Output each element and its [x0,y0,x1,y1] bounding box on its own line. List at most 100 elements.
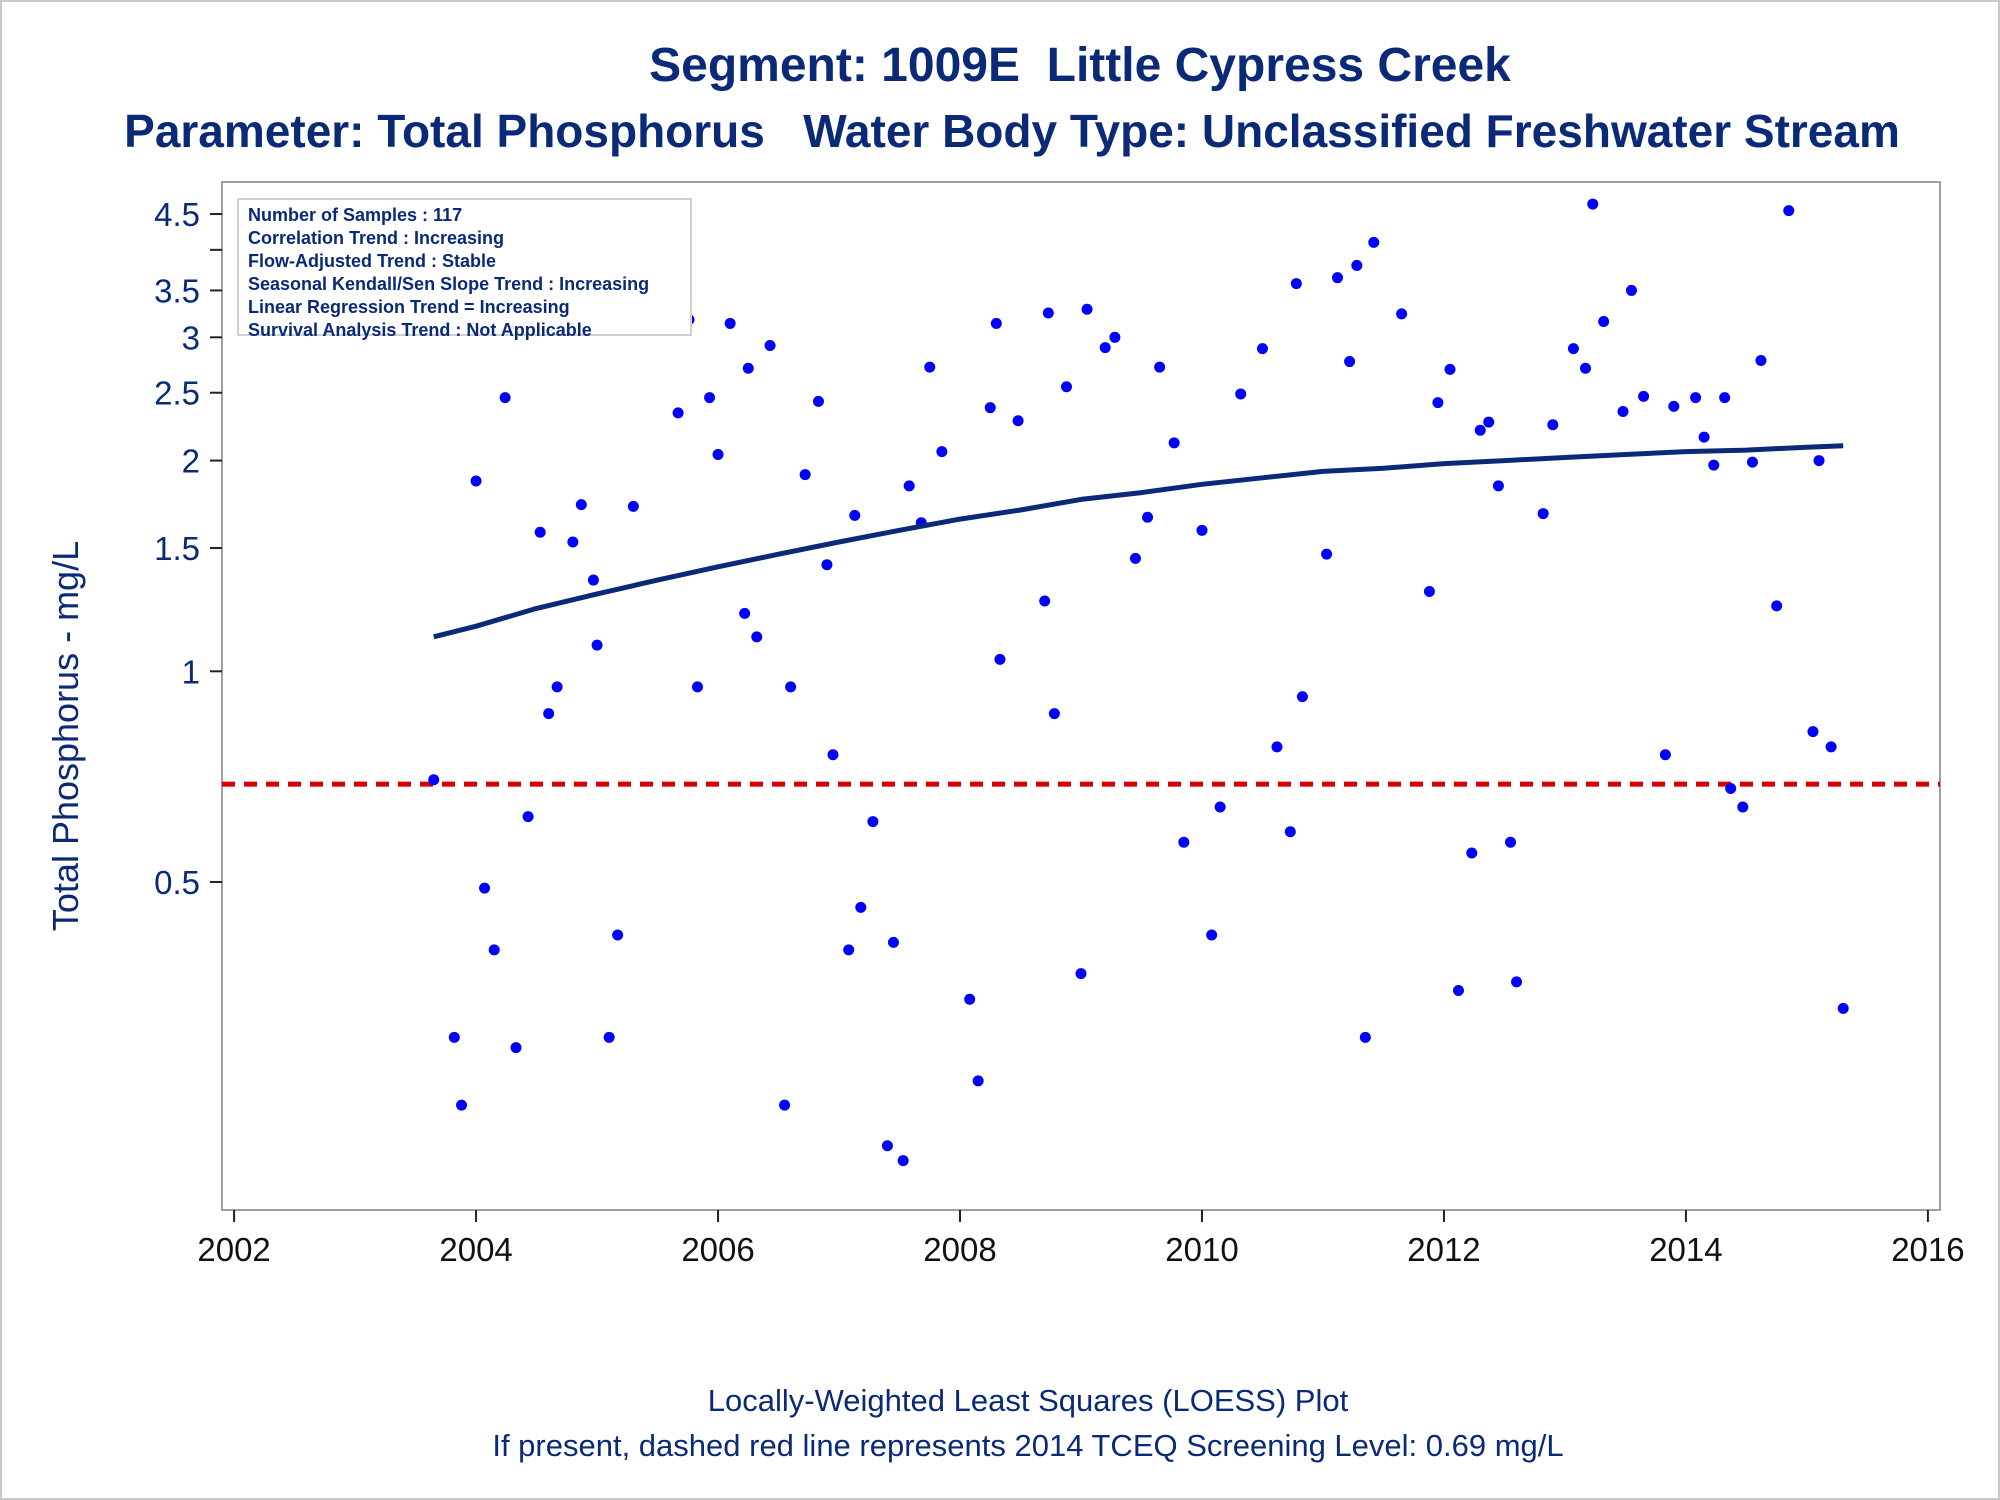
data-point [1783,205,1795,217]
data-point [499,392,511,404]
data-point [1039,595,1051,607]
data-point [843,944,855,956]
data-point [799,469,811,481]
data-point [827,749,839,761]
stats-line: Correlation Trend : Increasing [248,228,505,248]
data-point [575,499,587,511]
data-point [1625,284,1637,296]
data-point [1771,600,1783,612]
data-point [448,1031,460,1043]
x-tick-label: 2010 [1165,1231,1238,1268]
data-point [543,708,555,720]
y-tick-label: 1.5 [154,530,200,567]
x-tick-label: 2014 [1649,1231,1722,1268]
data-point [551,681,563,693]
x-tick-label: 2002 [197,1231,270,1268]
data-point [479,882,491,894]
data-point [972,1075,984,1087]
data-point [691,681,703,693]
data-point [1537,508,1549,520]
data-point [1296,691,1308,703]
data-point [1719,392,1731,404]
data-point [1825,741,1837,753]
stats-line: Linear Regression Trend = Increasing [248,297,570,317]
data-point [1321,548,1333,560]
data-point [1659,749,1671,761]
data-point [1344,356,1356,368]
stats-line: Seasonal Kendall/Sen Slope Trend : Incre… [248,274,650,294]
x-tick-label: 2006 [681,1231,754,1268]
data-point [764,340,776,352]
data-point [1206,929,1218,941]
chart-title: Segment: 1009E Little Cypress Creek [649,39,1511,92]
data-point [1012,415,1024,427]
data-point [1290,278,1302,290]
y-tick-label: 0.5 [154,864,200,901]
stats-line: Number of Samples : 117 [248,205,463,225]
data-point [936,446,948,458]
data-point [1331,272,1343,284]
data-point [470,475,482,487]
data-point [964,993,976,1005]
y-tick-label: 3.5 [154,272,200,309]
data-point [1396,308,1408,320]
data-point [567,536,579,548]
chart-subtitle: Parameter: Total Phosphorus Water Body T… [124,105,1900,157]
data-point [1474,424,1486,436]
data-point [785,681,797,693]
y-tick-label: 2 [182,443,200,480]
data-point [1567,343,1579,355]
data-point [1511,976,1523,988]
data-point [1368,236,1380,248]
data-point [867,816,879,828]
data-point [984,402,996,414]
data-point [1099,342,1111,354]
stats-line: Flow-Adjusted Trend : Stable [248,251,497,271]
data-point [1196,524,1208,536]
data-point [881,1140,893,1152]
data-point [591,639,603,651]
data-point [1638,390,1650,402]
data-point [1690,392,1702,404]
data-point [812,395,824,407]
data-point [1698,431,1710,443]
data-point [1129,552,1141,564]
data-point [855,901,867,913]
data-point [1746,456,1758,468]
footnote-loess: Locally-Weighted Least Squares (LOESS) P… [707,1383,1349,1418]
data-point [1351,259,1363,271]
data-point [897,1155,909,1167]
data-point [1154,361,1166,373]
data-point [1256,343,1268,355]
x-tick-label: 2012 [1407,1231,1480,1268]
data-point [1359,1031,1371,1043]
data-point [742,362,754,374]
data-point [1168,437,1180,449]
data-point [1109,331,1121,343]
data-point [1813,455,1825,467]
data-point [1587,198,1599,210]
data-point [712,449,724,461]
x-tick-label: 2004 [439,1231,512,1268]
footnote-screening-level: If present, dashed red line represents 2… [492,1428,1564,1463]
data-point [1837,1002,1849,1014]
data-point [1755,354,1767,366]
y-tick-label: 4.5 [154,196,200,233]
data-point [994,653,1006,665]
stats-legend-box: Number of Samples : 117 Correlation Tren… [237,198,692,340]
data-point [1178,836,1190,848]
data-point [1492,480,1504,492]
data-point [1737,801,1749,813]
data-point [704,392,716,404]
data-point [488,944,500,956]
y-tick-label: 3 [182,319,200,356]
data-point [1235,388,1247,400]
data-point [887,936,899,948]
loess-curve [433,443,1844,640]
data-point [1708,459,1720,471]
data-point [1505,836,1516,848]
data-point [456,1099,468,1111]
y-axis-label: Total Phosphorus - mg/L [45,541,86,931]
y-tick-label: 2.5 [154,375,200,412]
